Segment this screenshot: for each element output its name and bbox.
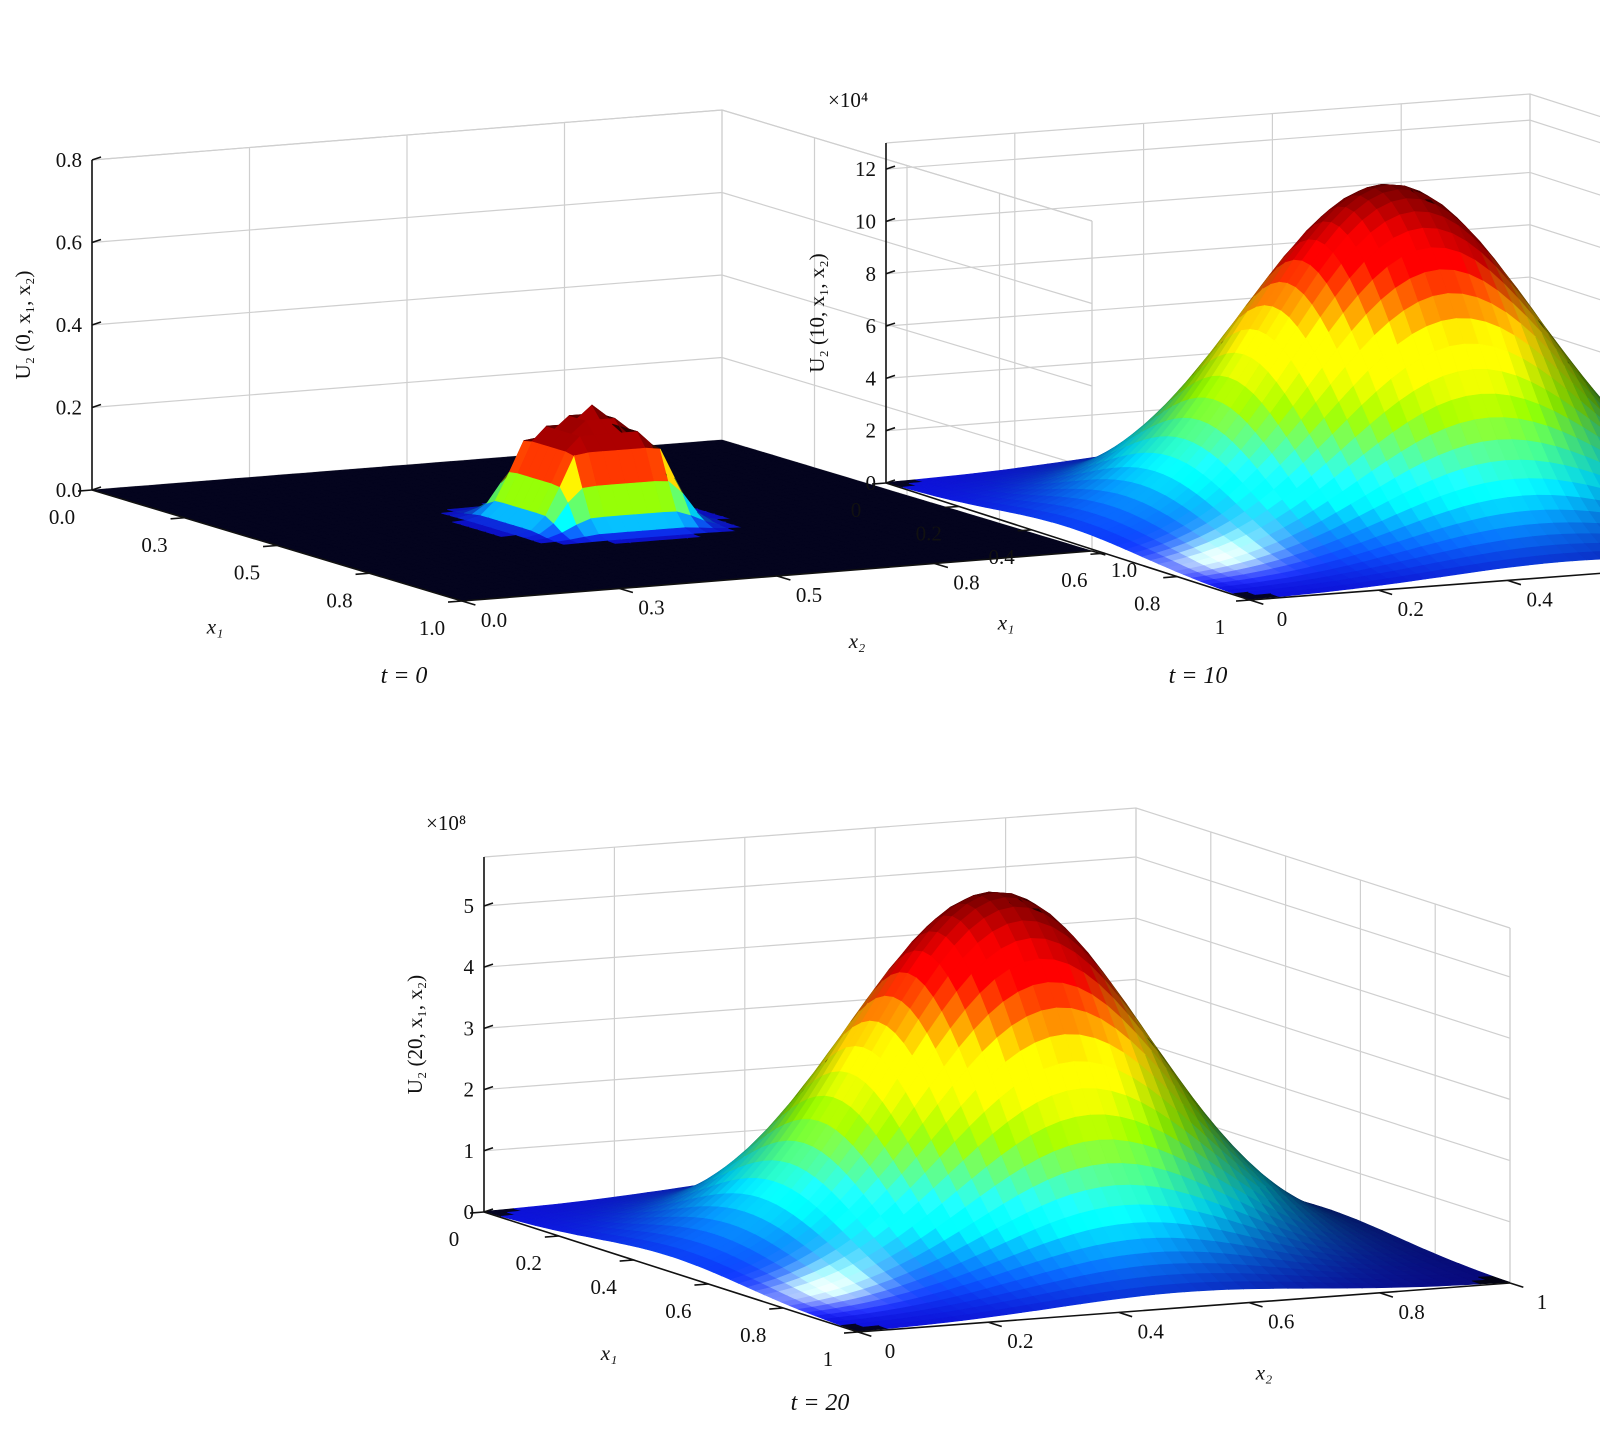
x-tick-label: 0.8	[326, 588, 352, 612]
x-tick-label: 0.6	[1061, 568, 1087, 592]
y-tick-label: 0.8	[953, 571, 979, 595]
z-tick-label: 6	[866, 314, 877, 338]
z-tick-label: 0.8	[56, 148, 82, 172]
y-tick	[1507, 579, 1522, 586]
z-tick-label: 4	[866, 366, 877, 390]
x-axis-label: x₁	[206, 615, 224, 639]
x-tick	[1235, 599, 1251, 602]
y-tick-label: 1.0	[1111, 558, 1137, 582]
x-tick-label: 1	[1215, 615, 1226, 639]
wall-top-edge	[91, 109, 1093, 222]
x-tick	[262, 544, 278, 548]
y-tick	[776, 575, 791, 581]
y-tick-label: 0.5	[796, 583, 822, 607]
x-tick-label: 0.5	[234, 561, 260, 585]
z-tick-label: 0.2	[56, 396, 82, 420]
y-tick-label: 0.0	[481, 608, 507, 632]
y-tick-label: 0.3	[638, 596, 664, 620]
z-scale-factor: ×10⁴	[828, 88, 868, 112]
z-tick-label: 12	[855, 157, 876, 181]
z-tick-label: 10	[855, 209, 876, 233]
chart-panel-2: 00.20.40.60.81 0 0.2 0.4 0.6 0.8 1012345x₁x₂U₂…	[403, 807, 1547, 1416]
x-tick	[170, 516, 185, 520]
y-tick	[1249, 599, 1264, 606]
y-tick	[461, 600, 476, 606]
x-tick-label: 0.3	[141, 533, 167, 557]
z-tick-label: 0.6	[56, 231, 82, 255]
x-tick	[1090, 552, 1105, 556]
panel-caption: t = 0	[381, 663, 428, 689]
y-tick-label: 0.4	[1526, 587, 1553, 611]
x-tick	[1163, 575, 1178, 579]
x-tick	[1017, 529, 1032, 532]
x-tick	[447, 600, 463, 603]
x-tick-label: 0.4	[988, 545, 1015, 569]
chart-panel-0: 0.0 0.3 0.5 0.8 1.0 0.0 0.3 0.5 0.8 1.0 0.0 0.2 0.4 0…	[11, 109, 1137, 689]
z-tick-label: 8	[866, 262, 877, 286]
y-tick-label: 0	[1277, 607, 1288, 631]
z-gridline	[91, 191, 1093, 305]
y-tick	[619, 587, 634, 594]
z-gridline	[885, 119, 1600, 170]
x-tick-label: 0	[851, 498, 862, 522]
z-gridline	[91, 109, 1093, 222]
y-tick	[934, 562, 949, 569]
x-tick	[944, 505, 959, 509]
x-tick	[355, 572, 370, 576]
y-tick-label: 0.2	[1398, 597, 1424, 621]
y-tick	[1378, 589, 1393, 596]
chart-panel-1: 00.20.40.60.8100.20.40.60.81024681012x₁x…	[805, 88, 1600, 689]
z-gridline	[91, 274, 1093, 387]
wall-top-edge	[885, 93, 1600, 144]
z-axis-label: U₂ (0, x₁, x₂)	[11, 271, 35, 380]
x-tick-label: 0.8	[1134, 592, 1160, 616]
y-axis-label: x₂	[848, 629, 866, 653]
z-tick-label: 2	[866, 419, 877, 443]
surface	[91, 404, 1093, 602]
z-tick-label: 0.4	[56, 313, 83, 337]
x-tick-label: 0.2	[916, 521, 942, 545]
z-tick-label: 0.0	[56, 478, 82, 502]
x-axis-label: x₁	[997, 611, 1015, 635]
x-tick-label: 0.0	[49, 505, 75, 529]
z-axis-label: U₂ (10, x₁, x₂)	[805, 253, 829, 372]
z-tick-label: 0	[866, 471, 877, 495]
panel-caption: t = 10	[1169, 663, 1228, 689]
x-tick-label: 1.0	[419, 616, 445, 640]
